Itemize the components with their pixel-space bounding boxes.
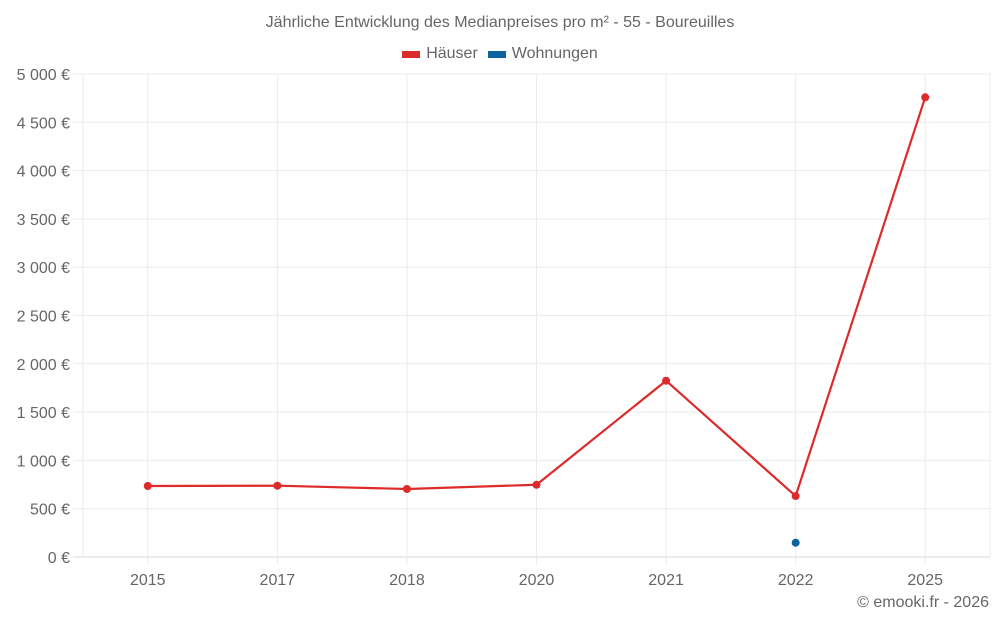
y-tick-label: 5 000 € bbox=[17, 67, 70, 84]
y-tick-label: 2 000 € bbox=[17, 357, 70, 374]
data-point-marker[interactable] bbox=[532, 480, 541, 489]
y-tick-label: 3 500 € bbox=[17, 212, 70, 229]
chart-title: Jährliche Entwicklung des Medianpreises … bbox=[265, 14, 735, 31]
data-point-marker[interactable] bbox=[402, 484, 411, 493]
legend-label-houses: Häuser bbox=[426, 45, 478, 62]
y-tick-label: 500 € bbox=[30, 502, 70, 519]
copyright-credit: © emooki.fr - 2026 bbox=[857, 594, 989, 611]
legend-item-apartments[interactable]: Wohnungen bbox=[487, 45, 598, 63]
y-tick-label: 2 500 € bbox=[17, 309, 70, 326]
data-point-marker[interactable] bbox=[273, 481, 282, 490]
apartments-swatch-icon bbox=[487, 50, 506, 58]
data-point-marker[interactable] bbox=[791, 492, 800, 501]
houses-swatch-icon bbox=[402, 50, 421, 58]
x-tick-label: 2017 bbox=[260, 572, 296, 589]
y-tick-label: 3 000 € bbox=[17, 260, 70, 277]
y-tick-label: 4 500 € bbox=[17, 115, 70, 132]
y-tick-label: 1 000 € bbox=[17, 453, 70, 470]
data-point-marker[interactable] bbox=[662, 376, 671, 385]
y-tick-label: 1 500 € bbox=[17, 405, 70, 422]
legend-label-apartments: Wohnungen bbox=[511, 45, 598, 62]
x-tick-label: 2018 bbox=[389, 572, 425, 589]
data-point-marker[interactable] bbox=[921, 93, 930, 102]
y-tick-label: 0 € bbox=[48, 550, 70, 567]
x-tick-label: 2020 bbox=[519, 572, 555, 589]
x-tick-label: 2021 bbox=[648, 572, 684, 589]
x-tick-label: 2015 bbox=[130, 572, 166, 589]
x-tick-label: 2022 bbox=[778, 572, 814, 589]
legend: Häuser Wohnungen bbox=[0, 45, 1000, 63]
legend-item-houses[interactable]: Häuser bbox=[402, 45, 478, 63]
data-point-marker[interactable] bbox=[791, 538, 800, 547]
x-tick-label: 2025 bbox=[907, 572, 943, 589]
data-point-marker[interactable] bbox=[143, 481, 152, 490]
y-tick-label: 4 000 € bbox=[17, 164, 70, 181]
